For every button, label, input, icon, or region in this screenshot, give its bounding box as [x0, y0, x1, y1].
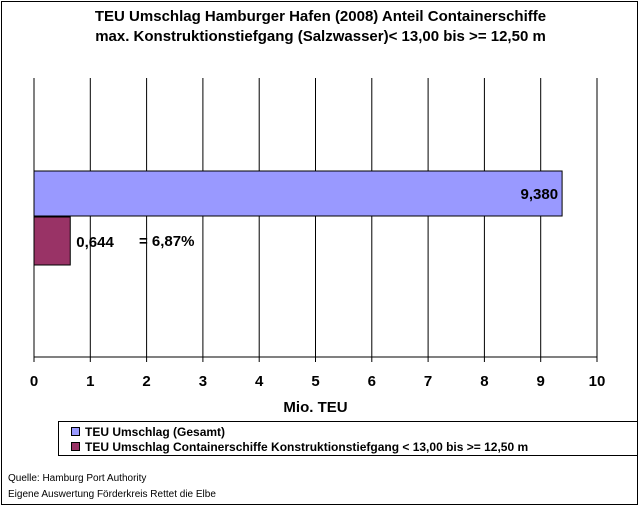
data-label-total: 9,380 — [521, 186, 559, 203]
x-tick-label-9: 9 — [537, 373, 545, 390]
bar-0 — [33, 170, 563, 217]
legend-swatch-container-ships — [71, 442, 80, 451]
x-tick-label-1: 1 — [86, 373, 94, 390]
legend-swatch-total — [71, 427, 80, 436]
x-axis-title: Mio. TEU — [283, 399, 347, 416]
source-line-2: Eigene Auswertung Förderkreis Rettet die… — [8, 489, 216, 500]
legend-label-total: TEU Umschlag (Gesamt) — [85, 425, 226, 439]
legend-entry-total: TEU Umschlag (Gesamt) — [71, 425, 225, 439]
x-tick-label-4: 4 — [255, 373, 264, 390]
share-annotation: = 6,87% — [139, 233, 194, 250]
bar-1 — [33, 216, 71, 266]
chart-legend: TEU Umschlag (Gesamt) TEU Umschlag Conta… — [58, 421, 638, 456]
x-tick-label-8: 8 — [480, 373, 488, 390]
x-tick-label-7: 7 — [424, 373, 432, 390]
source-line-1: Quelle: Hamburg Port Authority — [8, 473, 147, 484]
x-tick-label-2: 2 — [142, 373, 150, 390]
x-tick-label-0: 0 — [30, 373, 38, 390]
x-tick-label-3: 3 — [199, 373, 207, 390]
chart-title-line-1: TEU Umschlag Hamburger Hafen (2008) Ante… — [94, 8, 547, 25]
legend-entry-container-ships: TEU Umschlag Containerschiffe Konstrukti… — [71, 440, 528, 454]
legend-label-container-ships: TEU Umschlag Containerschiffe Konstrukti… — [85, 440, 529, 454]
x-tick-label-6: 6 — [368, 373, 376, 390]
x-tick-label-10: 10 — [589, 373, 606, 390]
data-label-container-ships: 0,644 — [76, 234, 114, 251]
x-tick-label-5: 5 — [311, 373, 319, 390]
bar-chart: 0 1 2 3 4 5 6 7 8 9 10 Mio. TEU 9,380 0,644 = 6,87% — [30, 78, 606, 416]
chart-title-line-2: max. Konstruktionstiefgang (Salzwasser)<… — [95, 28, 546, 45]
